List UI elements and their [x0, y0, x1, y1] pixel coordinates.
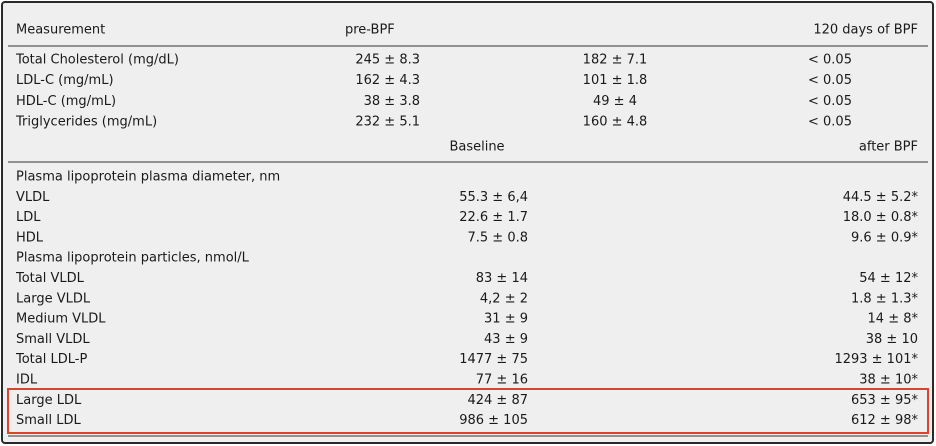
column-header: 120 days of BPF: [813, 23, 918, 38]
cell: 160 ± 4.8: [583, 115, 648, 130]
cell: 7.5 ± 0.8: [467, 230, 528, 245]
cell: 77 ± 16: [476, 373, 528, 388]
row-label: Large VLDL: [16, 291, 91, 306]
row-label: Medium VLDL: [16, 312, 106, 327]
cell: 43 ± 9: [484, 332, 528, 347]
cell: 4,2 ± 2: [480, 291, 528, 306]
row-label: Total VLDL: [15, 271, 85, 286]
cell: 612 ± 98*: [851, 413, 919, 428]
row-label: VLDL: [16, 190, 50, 205]
section-title: Plasma lipoprotein particles, nmol/L: [16, 251, 250, 266]
cell: 182 ± 7.1: [583, 53, 648, 68]
cell: 38 ± 10: [866, 332, 918, 347]
column-header: Baseline: [449, 140, 504, 155]
row-label: LDL: [16, 210, 41, 225]
section-title: Plasma lipoprotein plasma diameter, nm: [16, 170, 280, 185]
cell: 1293 ± 101*: [834, 352, 918, 367]
cell: 83 ± 14: [476, 271, 528, 286]
cell: 9.6 ± 0.9*: [851, 230, 919, 245]
row-label: Small LDL: [16, 413, 81, 428]
cell: 54 ± 12*: [859, 271, 918, 286]
row-label: Triglycerides (mg/mL): [15, 115, 157, 130]
cell: 38 ± 3.8: [364, 94, 420, 109]
cell: 424 ± 87: [467, 393, 528, 408]
row-label: Large LDL: [16, 393, 82, 408]
cell: < 0.05: [808, 115, 852, 130]
cell: 1.8 ± 1.3*: [851, 291, 919, 306]
cell: < 0.05: [808, 53, 852, 68]
row-label: Small VLDL: [16, 332, 90, 347]
column-header: after BPF: [859, 140, 918, 155]
row-label: HDL: [16, 230, 44, 245]
cell: 101 ± 1.8: [583, 73, 648, 88]
cell: 245 ± 8.3: [355, 53, 420, 68]
row-label: LDL-C (mg/mL): [16, 73, 114, 88]
cell: 162 ± 4.3: [355, 73, 420, 88]
row-label: Total Cholesterol (mg/dL): [15, 53, 179, 68]
cell: 18.0 ± 0.8*: [843, 210, 919, 225]
cell: 1477 ± 75: [459, 352, 528, 367]
column-header: Measurement: [16, 23, 105, 38]
cell: 44.5 ± 5.2*: [843, 190, 919, 205]
cell: 49 ± 4: [593, 94, 637, 109]
column-header: pre-BPF: [345, 23, 395, 38]
cell: < 0.05: [808, 73, 852, 88]
row-label: HDL-C (mg/mL): [16, 94, 116, 109]
cell: 14 ± 8*: [868, 312, 919, 327]
cell: 38 ± 10*: [859, 373, 918, 388]
cell: 986 ± 105: [459, 413, 528, 428]
cell: 653 ± 95*: [851, 393, 919, 408]
cell: < 0.05: [808, 94, 852, 109]
cell: 31 ± 9: [484, 312, 528, 327]
cell: 22.6 ± 1.7: [459, 210, 528, 225]
cell: 232 ± 5.1: [355, 115, 420, 130]
highlight-box: [7, 388, 929, 434]
cell: 55.3 ± 6,4: [459, 190, 528, 205]
row-label: IDL: [16, 373, 38, 388]
row-label: Total LDL-P: [15, 352, 87, 367]
